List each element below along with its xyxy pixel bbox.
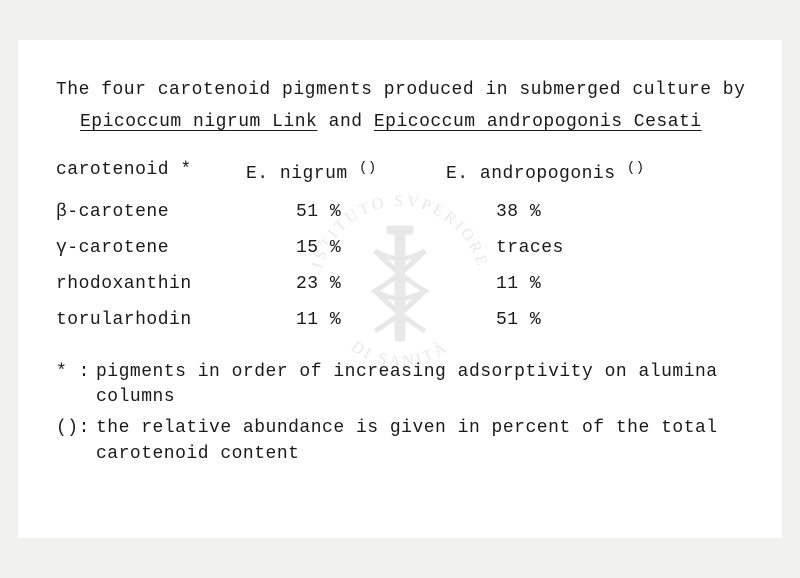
header-col3-marker: () [627, 160, 645, 176]
header-andropogonis: E. andropogonis () [446, 160, 646, 184]
footnote-marker-symbol: () [56, 418, 79, 438]
cell-name: γ-carotene [56, 238, 246, 258]
species-2: Epicoccum andropogonis Cesati [374, 112, 702, 132]
table-row: torularhodin 11 % 51 % [56, 310, 744, 330]
cell-value: 11 % [246, 310, 446, 330]
cell-name: β-carotene [56, 202, 246, 222]
table-row: γ-carotene 15 % traces [56, 238, 744, 258]
cell-value: 38 % [446, 202, 646, 222]
cell-value: 11 % [446, 274, 646, 294]
header-col2-label: E. nigrum [246, 164, 348, 184]
table-row: β-carotene 51 % 38 % [56, 202, 744, 222]
footnote-text: pigments in order of increasing adsorpti… [96, 360, 744, 410]
footnote-marker: * : [56, 360, 96, 410]
footnote-text: the relative abundance is given in perce… [96, 416, 744, 466]
title-line-2: Epicoccum nigrum Link and Epicoccum andr… [56, 112, 744, 132]
footnote-marker: (): [56, 416, 96, 466]
header-col1-marker: * [180, 160, 191, 180]
header-col3-label: E. andropogonis [446, 164, 616, 184]
cell-value: 51 % [446, 310, 646, 330]
cell-name: rhodoxanthin [56, 274, 246, 294]
header-col2-marker: () [359, 160, 377, 176]
footnote: * : pigments in order of increasing adso… [56, 360, 744, 410]
footnote: (): the relative abundance is given in p… [56, 416, 744, 466]
table-row: rhodoxanthin 23 % 11 % [56, 274, 744, 294]
cell-name: torularhodin [56, 310, 246, 330]
cell-value: 51 % [246, 202, 446, 222]
species-1: Epicoccum nigrum Link [80, 112, 317, 132]
title-and: and [317, 112, 374, 132]
footnote-sep: : [67, 362, 90, 382]
header-nigrum: E. nigrum () [246, 160, 446, 184]
footnotes: * : pigments in order of increasing adso… [56, 360, 744, 467]
title-line-1: The four carotenoid pigments produced in… [56, 80, 744, 100]
footnote-marker-symbol: * [56, 362, 67, 382]
footnote-sep: : [79, 418, 90, 438]
table-header-row: carotenoid * E. nigrum () E. andropogoni… [56, 160, 744, 184]
cell-value: traces [446, 238, 646, 258]
cell-value: 23 % [246, 274, 446, 294]
header-col1-label: carotenoid [56, 160, 169, 180]
cell-value: 15 % [246, 238, 446, 258]
header-carotenoid: carotenoid * [56, 160, 246, 184]
data-table: carotenoid * E. nigrum () E. andropogoni… [56, 160, 744, 330]
document-page: The four carotenoid pigments produced in… [18, 40, 782, 538]
